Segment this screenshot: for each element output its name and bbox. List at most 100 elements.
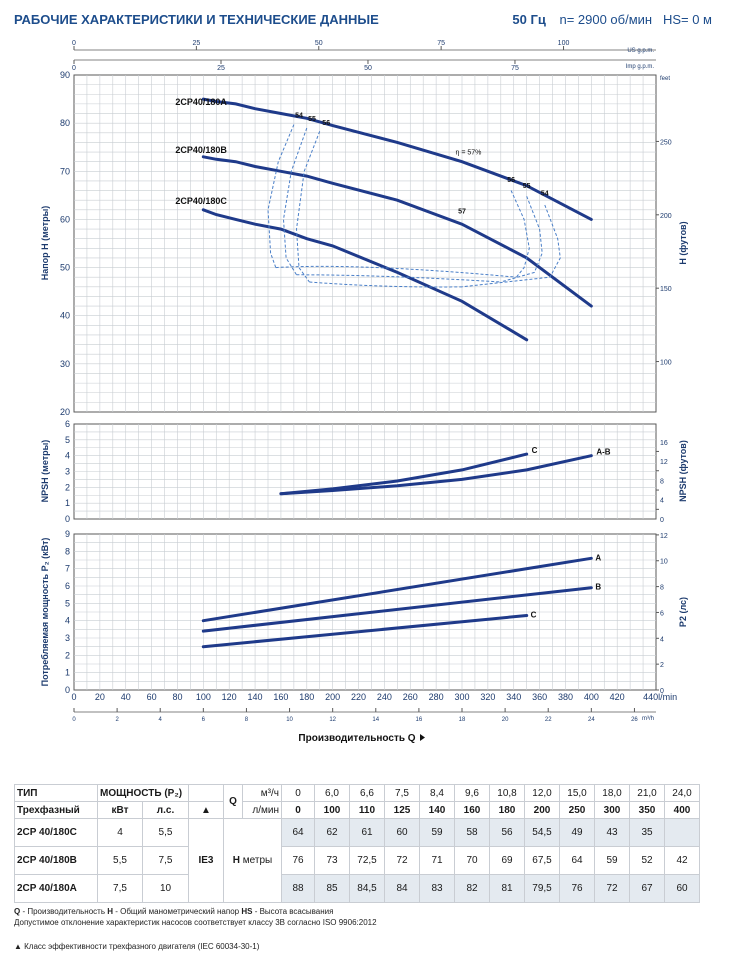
impgpm-tick-label: 0	[72, 65, 76, 72]
head-ytick-label: 40	[60, 311, 70, 321]
q-lmin: 0	[281, 801, 315, 819]
head-b: 72,5	[349, 846, 385, 875]
npsh-y2tick-label: 16	[660, 440, 668, 447]
head-a: 76	[559, 874, 595, 903]
th-hp: л.с.	[142, 801, 189, 819]
model-a: 2CP 40/180A	[14, 874, 98, 903]
power-ytick-label: 8	[65, 546, 70, 556]
q-m3h: 21,0	[629, 784, 665, 802]
head-y2label: H (футов)	[678, 221, 688, 264]
m3h-tick-label: 12	[329, 717, 336, 723]
lmin-tick-label: 180	[299, 692, 314, 702]
power-ytick-label: 3	[65, 633, 70, 643]
q-m3h: 12,0	[524, 784, 560, 802]
head-a: 84,5	[349, 874, 385, 903]
m3h-tick-label: 6	[202, 717, 206, 723]
head-a: 81	[489, 874, 525, 903]
power-ytick-label: 1	[65, 668, 70, 678]
q-lmin: 140	[419, 801, 455, 819]
kw-b: 5,5	[97, 846, 143, 875]
head-y2tick-label: 200	[660, 213, 672, 220]
efficiency-isoline-bridge	[296, 274, 501, 283]
head-b: 71	[419, 846, 455, 875]
lmin-tick-label: 240	[377, 692, 392, 702]
head-ytick-label: 60	[60, 214, 70, 224]
x-axis-arrow-icon	[420, 734, 425, 741]
efficiency-isoline-4	[500, 196, 543, 283]
head-b: 42	[664, 846, 700, 875]
head-c: 56	[489, 818, 525, 847]
head-b: 72	[384, 846, 420, 875]
lmin-tick-label: 40	[121, 692, 131, 702]
npsh-y2label: NPSH (футов)	[678, 440, 688, 502]
m3h-tick-label: 22	[545, 717, 552, 723]
m3h-unit-label: m³/h	[642, 716, 654, 722]
efficiency-label: 56	[322, 120, 330, 127]
usgpm-unit-label: US g.p.m.	[627, 48, 654, 54]
head-y2unit: feet	[660, 76, 670, 82]
npsh-ytick-label: 5	[65, 435, 70, 445]
m3h-tick-label: 20	[502, 717, 509, 723]
npsh-ylabel: NPSH (метры)	[40, 440, 50, 503]
ie3-class: IE3	[188, 818, 224, 903]
impgpm-tick-label: 75	[511, 65, 519, 72]
q-lmin: 300	[594, 801, 630, 819]
npsh-series-label: A-B	[596, 448, 610, 457]
page-title: РАБОЧИЕ ХАРАКТЕРИСТИКИ И ТЕХНИЧЕСКИЕ ДАН…	[14, 12, 379, 27]
th-power: МОЩНОСТЬ (P₂)	[97, 784, 189, 802]
lmin-tick-label: 100	[196, 692, 211, 702]
head-series-label: 2CP40/180A	[175, 97, 227, 107]
power-y2tick-label: 8	[660, 585, 664, 592]
lmin-tick-label: 140	[248, 692, 263, 702]
usgpm-tick-label: 50	[315, 40, 323, 47]
head-ytick-label: 50	[60, 263, 70, 273]
lmin-tick-label: 280	[429, 692, 444, 702]
q-m3h: 7,5	[384, 784, 420, 802]
head-a: 82	[454, 874, 490, 903]
spec-table: ТИП МОЩНОСТЬ (P₂) Q м³/ч 0 6,0 6,6 7,5 8…	[14, 784, 700, 903]
q-lmin: 160	[454, 801, 490, 819]
ie3-note: ▲ Класс эффективности трехфазного двигат…	[14, 942, 260, 951]
frequency: 50 Гц	[512, 12, 546, 27]
th-h: H метры	[223, 818, 282, 903]
th-q: Q	[223, 784, 243, 819]
head-b: 67,5	[524, 846, 560, 875]
npsh-ytick-label: 6	[65, 419, 70, 429]
power-ylabel: Потребляемая мощность P₂ (кВт)	[40, 538, 50, 687]
impgpm-tick-label: 50	[364, 65, 372, 72]
lmin-tick-label: 380	[558, 692, 573, 702]
power-ytick-label: 6	[65, 581, 70, 591]
th-u-lmin: л/мин	[242, 801, 282, 819]
npsh-ytick-label: 4	[65, 451, 70, 461]
q-m3h: 9,6	[454, 784, 490, 802]
usgpm-tick-label: 25	[192, 40, 200, 47]
power-ytick-label: 5	[65, 598, 70, 608]
m3h-tick-label: 26	[631, 717, 638, 723]
efficiency-label: 55	[523, 183, 531, 190]
q-m3h: 15,0	[559, 784, 595, 802]
npsh-y2tick-label: 4	[660, 498, 664, 505]
npsh-ytick-label: 0	[65, 514, 70, 524]
lmin-tick-label: 400	[584, 692, 599, 702]
power-ytick-label: 9	[65, 529, 70, 539]
q-lmin: 125	[384, 801, 420, 819]
head-a: 60	[664, 874, 700, 903]
q-m3h: 8,4	[419, 784, 455, 802]
lmin-tick-label: 80	[172, 692, 182, 702]
npsh-series-label: C	[532, 446, 538, 455]
head-a: 85	[314, 874, 350, 903]
q-lmin: 250	[559, 801, 595, 819]
q-m3h: 10,8	[489, 784, 525, 802]
npsh-y2tick-label: 12	[660, 459, 668, 466]
usgpm-tick-label: 75	[437, 40, 445, 47]
head-c: 61	[349, 818, 385, 847]
head-c: 64	[281, 818, 315, 847]
head-curve-1	[201, 155, 593, 308]
power-ytick-label: 7	[65, 564, 70, 574]
npsh-y2tick-label: 8	[660, 478, 664, 485]
lmin-tick-label: 220	[351, 692, 366, 702]
q-m3h: 18,0	[594, 784, 630, 802]
head-a: 84	[384, 874, 420, 903]
power-y2tick-label: 10	[660, 559, 668, 566]
